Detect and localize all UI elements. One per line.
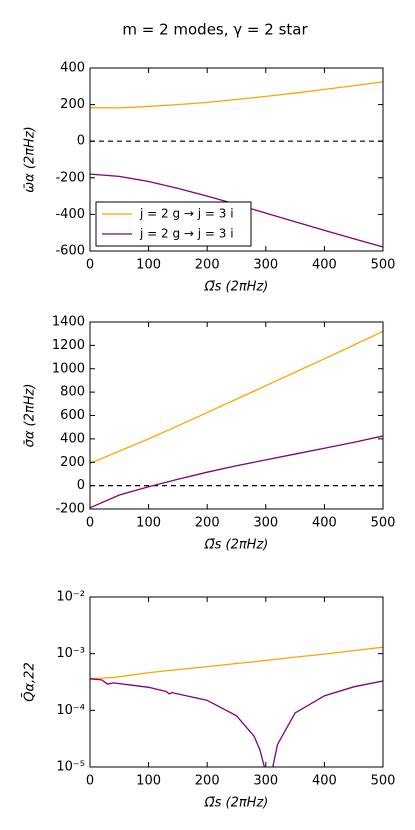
x-tick-label: 500 <box>371 774 396 789</box>
x-tick-label: 100 <box>136 774 161 789</box>
axes-frame <box>89 596 384 768</box>
x-tick-label: 300 <box>253 516 278 531</box>
plot-area <box>90 646 383 767</box>
y-tick-label: 1200 <box>52 338 85 353</box>
series-line <box>90 81 383 109</box>
x-tick-label: 200 <box>195 258 220 273</box>
y-tick-label: 10⁻⁴ <box>56 703 85 718</box>
y-tick-label: 1000 <box>52 361 85 376</box>
y-tick-label: -400 <box>55 207 85 222</box>
y-tick-label: -200 <box>55 170 85 185</box>
legend-label: j = 2 g → j = 3 i <box>139 207 234 221</box>
panel: 0 100 200 300 400 500 -600 -400 -200 0 200 400 Ω̄s (… <box>23 61 396 295</box>
panel: 0 100 200 300 400 500 10⁻⁵ 10⁻⁴ 10⁻³ 10⁻² Ω̄s (2πH… <box>22 590 395 811</box>
x-axis-label: Ω̄s (2πHz) <box>204 280 269 295</box>
x-tick-label: 300 <box>253 774 278 789</box>
x-tick-label: 500 <box>371 516 396 531</box>
y-tick-label: 10⁻⁵ <box>56 760 85 775</box>
y-axis-label: Q̄α,22 <box>22 662 37 701</box>
series-line <box>90 678 383 767</box>
y-tick-label: -200 <box>55 502 85 517</box>
y-axis-label: ω̄α (2πHz) <box>23 126 38 192</box>
y-tick-label: 400 <box>60 61 85 76</box>
y-tick-label: 400 <box>60 431 85 446</box>
x-tick-label: 100 <box>136 258 161 273</box>
x-axis-label: Ω̄s (2πHz) <box>204 796 269 811</box>
series-line <box>90 646 383 680</box>
x-tick-label: 200 <box>195 516 220 531</box>
panel: 0 100 200 300 400 500-20002004006008001000120… <box>23 315 396 553</box>
series-line <box>90 330 383 465</box>
plot-area <box>90 330 383 509</box>
y-tick-label: 1400 <box>52 315 85 330</box>
figure-title: m = 2 modes, γ = 2 star <box>122 21 308 39</box>
x-tick-label: 400 <box>312 516 337 531</box>
y-tick-label: 0 <box>77 478 85 493</box>
x-tick-label: 500 <box>371 258 396 273</box>
legend-box <box>95 201 252 247</box>
y-tick-label: 800 <box>60 385 85 400</box>
y-tick-label: -600 <box>55 244 85 259</box>
y-axis-label: σ̄α (2πHz) <box>23 384 38 448</box>
x-tick-label: 300 <box>253 258 278 273</box>
x-tick-label: 0 <box>86 774 94 789</box>
series-line <box>90 435 383 509</box>
x-tick-label: 200 <box>195 774 220 789</box>
x-tick-label: 100 <box>136 516 161 531</box>
x-tick-label: 400 <box>312 774 337 789</box>
axes-frame <box>89 67 384 252</box>
x-tick-label: 400 <box>312 258 337 273</box>
axes-frame <box>89 321 384 510</box>
y-tick-label: 0 <box>77 134 85 149</box>
y-tick-label: 10⁻² <box>56 590 85 605</box>
y-tick-label: 10⁻³ <box>56 646 85 661</box>
y-tick-label: 200 <box>60 97 85 112</box>
y-tick-label: 600 <box>60 408 85 423</box>
x-axis-label: Ω̄s (2πHz) <box>204 538 269 553</box>
x-tick-label: 0 <box>86 258 94 273</box>
x-tick-label: 0 <box>86 516 94 531</box>
legend-label: j = 2 g → j = 3 i <box>139 227 234 241</box>
y-tick-label: 200 <box>60 455 85 470</box>
